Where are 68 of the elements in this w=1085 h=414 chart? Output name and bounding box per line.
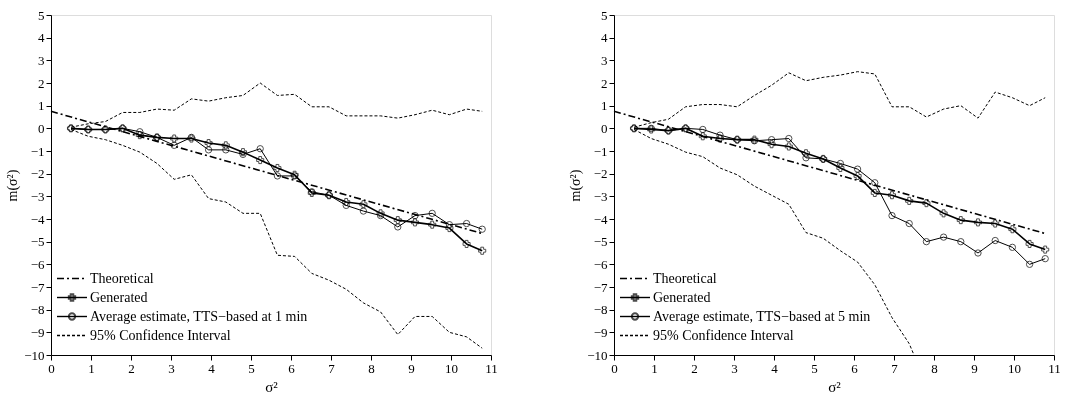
y-tick-label: −4 xyxy=(30,211,45,227)
x-tick-label: 5 xyxy=(248,360,255,376)
y-tick-label: 5 xyxy=(601,7,608,23)
y-tick-label: −10 xyxy=(587,347,608,363)
y-tick-label: −3 xyxy=(593,188,608,204)
x-tick-label: 7 xyxy=(891,360,899,376)
x-tick-label: 10 xyxy=(1008,360,1021,376)
y-tick-label: 0 xyxy=(38,120,45,136)
y-axis-title: m(σ²) xyxy=(5,169,22,202)
y-tick-label: −10 xyxy=(24,347,45,363)
y-tick-label: 3 xyxy=(601,52,608,68)
y-tick-label: 5 xyxy=(38,7,45,23)
y-tick-label: −5 xyxy=(593,234,608,250)
y-tick-label: −3 xyxy=(30,188,45,204)
legend-label: Average estimate, TTS−based at 5 min xyxy=(653,308,871,324)
y-tick-label: −9 xyxy=(593,324,608,340)
y-tick-label: 3 xyxy=(38,52,45,68)
x-tick-label: 11 xyxy=(485,360,498,376)
legend-label: 95% Confidence Interval xyxy=(653,327,794,343)
x-tick-label: 8 xyxy=(368,360,375,376)
y-tick-label: 2 xyxy=(38,75,45,91)
x-tick-label: 4 xyxy=(771,360,779,376)
legend-label: Average estimate, TTS−based at 1 min xyxy=(90,308,308,324)
y-tick-label: −8 xyxy=(30,302,45,318)
x-tick-label: 3 xyxy=(731,360,738,376)
x-tick-label: 9 xyxy=(408,360,415,376)
y-tick-label: −4 xyxy=(593,211,608,227)
x-tick-label: 10 xyxy=(445,360,458,376)
y-tick-label: 2 xyxy=(601,75,608,91)
legend-label: Theoretical xyxy=(90,270,154,286)
x-tick-label: 0 xyxy=(611,360,618,376)
x-tick-label: 6 xyxy=(288,360,296,376)
x-tick-label: 6 xyxy=(851,360,859,376)
y-tick-label: −7 xyxy=(30,279,45,295)
x-tick-label: 4 xyxy=(208,360,216,376)
x-axis-title: σ² xyxy=(828,378,842,395)
y-tick-label: 1 xyxy=(601,98,608,114)
y-tick-label: −6 xyxy=(593,256,608,272)
y-tick-label: 4 xyxy=(601,30,608,46)
x-tick-label: 11 xyxy=(1048,360,1061,376)
legend-label: Generated xyxy=(653,289,711,305)
legend-label: Theoretical xyxy=(653,270,717,286)
x-tick-label: 1 xyxy=(88,360,95,376)
y-tick-label: −5 xyxy=(30,234,45,250)
y-tick-label: −9 xyxy=(30,324,45,340)
y-tick-label: −7 xyxy=(593,279,608,295)
y-tick-label: −8 xyxy=(593,302,608,318)
y-tick-label: −1 xyxy=(30,143,45,159)
legend-label: 95% Confidence Interval xyxy=(90,327,231,343)
x-axis-title: σ² xyxy=(265,378,279,395)
x-tick-label: 9 xyxy=(971,360,978,376)
y-tick-label: −2 xyxy=(593,166,608,182)
x-tick-label: 3 xyxy=(168,360,175,376)
legend-label: Generated xyxy=(90,289,148,305)
x-tick-label: 2 xyxy=(691,360,698,376)
y-tick-label: 4 xyxy=(38,30,45,46)
y-tick-label: −1 xyxy=(593,143,608,159)
x-tick-label: 8 xyxy=(931,360,938,376)
y-tick-label: 0 xyxy=(601,120,608,136)
x-tick-label: 2 xyxy=(128,360,135,376)
y-tick-label: −6 xyxy=(30,256,45,272)
y-tick-label: 1 xyxy=(38,98,45,114)
x-tick-label: 5 xyxy=(811,360,818,376)
x-tick-label: 0 xyxy=(48,360,55,376)
y-axis-title: m(σ²) xyxy=(568,169,585,202)
y-tick-label: −2 xyxy=(30,166,45,182)
x-tick-label: 1 xyxy=(651,360,658,376)
x-tick-label: 7 xyxy=(328,360,336,376)
